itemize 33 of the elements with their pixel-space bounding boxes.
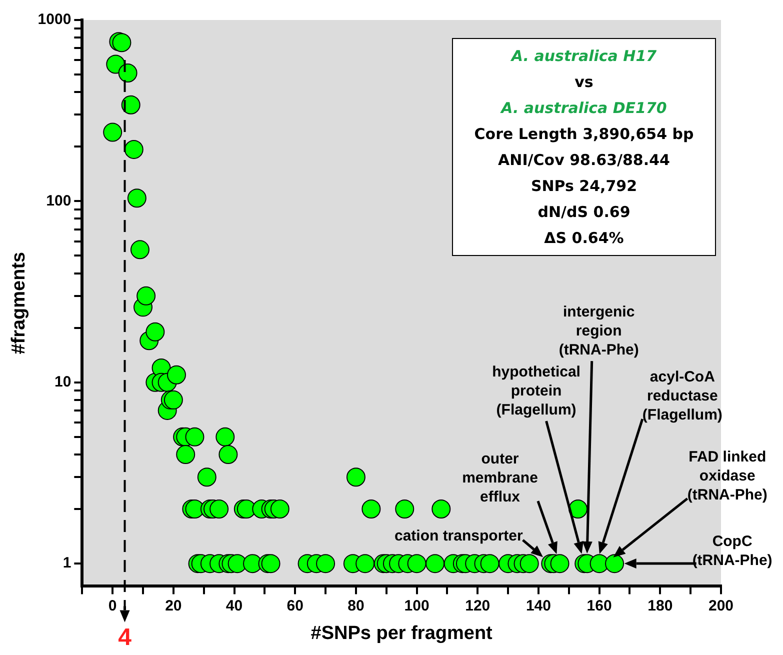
x-tick-label: 200	[708, 597, 734, 614]
annotation: hypothetical protein (Flagellum)	[492, 364, 580, 419]
x-tick-label: 100	[404, 597, 430, 614]
x-tick-label: 80	[348, 597, 364, 614]
y-axis-title: #fragments	[8, 252, 30, 354]
y-tick-label: 1	[62, 554, 72, 572]
annotation: vs	[574, 72, 594, 93]
annotation: acyl-CoA reductase (Flagellum)	[642, 368, 722, 424]
annotation: SNPs 24,792	[530, 176, 638, 197]
y-tick-label: 10	[54, 374, 72, 391]
annotation: CopC (tRNA-Phe)	[692, 533, 772, 570]
annotation: Core Length 3,890,654 bp	[473, 124, 695, 145]
x-tick-label: 40	[226, 597, 243, 614]
annotation: A. australica DE170	[499, 98, 668, 119]
x-tick-label: 140	[526, 597, 551, 614]
annotation: outer membrane efflux	[462, 450, 538, 506]
x-tick-label: 160	[586, 597, 612, 614]
x-tick-label: 20	[165, 597, 182, 614]
annotation: dN/dS 0.69	[536, 202, 632, 223]
x-tick-label: 180	[648, 597, 673, 614]
y-tick-label: 1000	[38, 11, 72, 28]
ref-line-label: 4	[118, 624, 132, 651]
x-tick-label: 0	[108, 597, 117, 614]
annotation: A. australica H17	[510, 46, 658, 67]
annotation: cation transporter	[394, 528, 523, 545]
y-tick-label: 100	[46, 192, 72, 210]
annotation: ANI/Cov 98.63/88.44	[497, 150, 671, 171]
x-tick-label: 60	[286, 597, 304, 614]
annotation: FAD linked oxidase (tRNA-Phe)	[687, 448, 768, 504]
x-axis-title: #SNPs per fragment	[310, 622, 494, 644]
x-tick-label: 120	[465, 597, 490, 614]
annotation: intergenic region (tRNA-Phe)	[558, 304, 639, 359]
annotation: ΔS 0.64%	[543, 228, 625, 249]
